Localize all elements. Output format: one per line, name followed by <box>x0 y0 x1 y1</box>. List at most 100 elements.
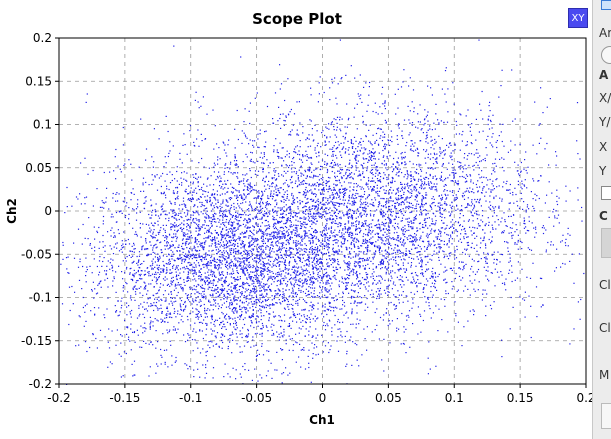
scatter-point <box>195 241 197 243</box>
scatter-point <box>78 279 81 281</box>
scatter-point <box>145 181 147 183</box>
scatter-point <box>142 182 144 184</box>
scatter-point <box>133 286 135 288</box>
scatter-point <box>160 252 163 254</box>
scatter-point <box>233 227 235 229</box>
scatter-point <box>421 128 423 130</box>
scatter-point <box>362 166 364 168</box>
scatter-point <box>176 197 178 199</box>
scatter-point <box>363 251 365 253</box>
scatter-point <box>358 210 360 212</box>
scatter-point <box>296 244 298 246</box>
scatter-point <box>254 303 256 305</box>
scatter-point <box>289 217 291 220</box>
scatter-point <box>205 372 208 374</box>
scatter-point <box>181 288 183 290</box>
scatter-point <box>376 166 379 168</box>
scatter-point <box>210 232 212 234</box>
scatter-point <box>238 265 240 267</box>
scatter-point <box>145 200 147 202</box>
scatter-point <box>255 254 257 256</box>
scatter-point <box>281 382 283 384</box>
scatter-point <box>102 201 104 204</box>
scatter-point <box>182 234 185 236</box>
scatter-point <box>204 208 206 210</box>
scatter-point <box>218 171 220 173</box>
scatter-point <box>258 246 260 248</box>
scatter-point <box>300 244 302 246</box>
scatter-point <box>164 300 166 302</box>
scatter-point <box>348 292 350 294</box>
scatter-point <box>118 353 120 355</box>
scatter-point <box>328 240 330 242</box>
scatter-point <box>300 272 302 274</box>
scatter-point <box>236 279 238 281</box>
scatter-point <box>89 244 91 246</box>
scatter-point <box>298 356 300 358</box>
scatter-point <box>262 249 264 251</box>
scatter-point <box>184 242 186 244</box>
scatter-point <box>141 278 143 280</box>
scatter-point <box>172 223 174 226</box>
scatter-point <box>188 238 190 240</box>
scatter-point <box>284 226 287 228</box>
scatter-point <box>228 197 230 199</box>
scatter-point <box>225 258 227 260</box>
scatter-point <box>434 283 436 285</box>
scatter-point <box>319 286 321 289</box>
scatter-point <box>243 282 245 284</box>
scatter-point <box>322 199 324 201</box>
scatter-point <box>217 291 219 293</box>
scatter-point <box>391 253 393 255</box>
scatter-point <box>401 276 403 278</box>
scatter-point <box>214 240 216 242</box>
scatter-point <box>235 284 238 286</box>
scatter-point <box>289 238 291 240</box>
scatter-point <box>401 158 403 160</box>
scatter-point <box>235 323 237 325</box>
scatter-point <box>281 237 283 239</box>
scatter-point <box>259 203 261 205</box>
scatter-point <box>299 146 301 148</box>
scatter-point <box>149 326 151 329</box>
scatter-point <box>183 281 185 283</box>
scatter-point <box>427 237 429 239</box>
scatter-point <box>256 354 258 357</box>
scatter-point <box>184 302 186 304</box>
scatter-point <box>209 200 211 202</box>
scatter-point <box>153 276 156 278</box>
scatter-point <box>311 309 313 311</box>
scatter-point <box>232 252 235 254</box>
scatter-point <box>288 239 290 241</box>
scatter-point <box>107 231 109 233</box>
scatter-point <box>411 150 413 152</box>
scatter-point <box>279 216 281 219</box>
scatter-point <box>287 280 289 283</box>
scatter-point <box>215 199 217 201</box>
scatter-point <box>188 185 190 187</box>
scatter-point <box>468 255 470 257</box>
scatter-point <box>210 239 212 241</box>
scatter-point <box>226 215 228 218</box>
scatter-point <box>182 288 184 290</box>
scatter-point <box>303 212 305 214</box>
scatter-point <box>280 303 282 305</box>
scatter-point <box>445 282 447 284</box>
scatter-point <box>442 180 444 182</box>
scatter-point <box>226 252 229 254</box>
scatter-point <box>230 299 232 301</box>
scatter-point <box>246 297 248 300</box>
scatter-point <box>229 197 232 199</box>
scatter-point <box>283 160 285 162</box>
scatter-point <box>259 212 261 214</box>
scatter-point <box>243 269 245 271</box>
scatter-point <box>317 308 319 310</box>
scatter-point <box>181 182 183 184</box>
scatter-point <box>344 269 346 271</box>
scatter-point <box>308 293 310 296</box>
scatter-point <box>214 265 216 267</box>
scatter-point <box>124 216 126 219</box>
scatter-point <box>145 159 147 161</box>
scatter-point <box>198 265 201 267</box>
scatter-point <box>242 180 244 182</box>
